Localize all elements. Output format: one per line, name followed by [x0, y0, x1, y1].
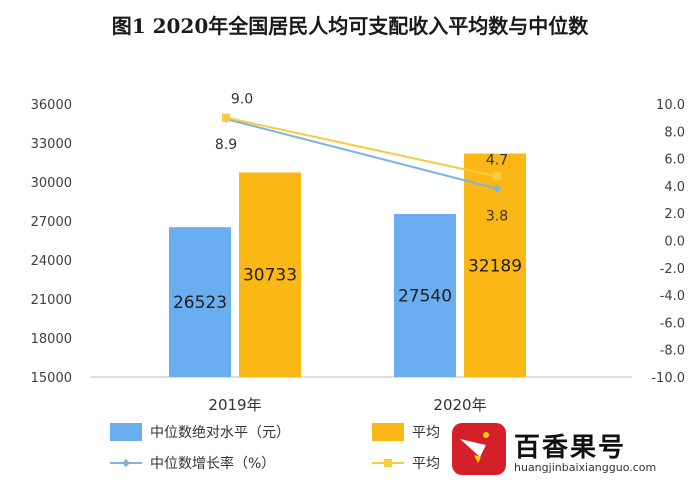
y-right-tick-label: -6.0	[660, 316, 685, 331]
bar-data-label: 30733	[243, 266, 297, 286]
line-data-label: 9.0	[231, 92, 253, 108]
legend-swatch	[372, 423, 404, 441]
y-left-tick-label: 18000	[31, 332, 72, 347]
y-right-tick-label: -2.0	[660, 262, 685, 277]
watermark-logo-icon	[452, 423, 506, 475]
bar-mean-1	[464, 153, 526, 377]
y-right-tick-label: -10.0	[651, 371, 685, 386]
y-right-tick-label: 2.0	[664, 207, 685, 222]
legend-label: 中位数绝对水平（元）	[150, 425, 290, 441]
legend-label: 平均	[412, 425, 440, 441]
bar-data-label: 26523	[173, 293, 227, 313]
line-data-label: 8.9	[215, 137, 237, 153]
y-left-tick-label: 21000	[31, 293, 72, 308]
line-point-mean-0	[222, 113, 230, 122]
legend-label: 平均	[412, 456, 440, 472]
legend-marker	[122, 459, 130, 467]
bar-median-0	[169, 227, 231, 377]
x-tick-label: 2019年	[208, 396, 261, 414]
y-left-tick-label: 15000	[31, 371, 72, 386]
y-right-tick-label: 4.0	[664, 180, 685, 195]
watermark-badge: 百香果号 huangjinbaixiangguo.com	[442, 419, 692, 479]
y-right-tick-label: 8.0	[664, 125, 685, 140]
line-point-median-1	[493, 184, 501, 193]
y-left-tick-label: 30000	[31, 176, 72, 191]
y-left-tick-label: 36000	[31, 98, 72, 113]
watermark-name: 百香果号	[514, 433, 627, 463]
legend-label: 中位数增长率（%）	[150, 455, 275, 472]
line-median-growth	[225, 118, 498, 190]
line-mean-growth	[225, 116, 498, 178]
y-left-tick-label: 27000	[31, 215, 72, 230]
bar-mean-0	[239, 172, 301, 377]
bar-data-label: 32189	[468, 256, 522, 276]
legend-swatch	[110, 423, 142, 441]
bar-data-label: 27540	[398, 286, 452, 306]
watermark-url: huangjinbaixiangguo.com	[514, 461, 657, 474]
legend-marker	[384, 459, 392, 467]
line-data-label: 4.7	[486, 152, 508, 168]
y-right-tick-label: 0.0	[664, 235, 685, 250]
x-tick-label: 2020年	[433, 396, 486, 414]
bar-median-1	[394, 213, 456, 377]
y-right-tick-label: 6.0	[664, 153, 685, 168]
line-data-label: 3.8	[486, 209, 508, 225]
y-right-tick-label: -4.0	[660, 289, 685, 304]
y-right-tick-label: 10.0	[656, 98, 685, 113]
y-left-tick-label: 33000	[31, 137, 72, 152]
line-point-mean-1	[493, 172, 501, 181]
chart-title: 图1 2020年全国居民人均可支配收入平均数与中位数	[111, 14, 589, 38]
y-left-tick-label: 24000	[31, 254, 72, 269]
y-right-tick-label: -8.0	[660, 344, 685, 359]
